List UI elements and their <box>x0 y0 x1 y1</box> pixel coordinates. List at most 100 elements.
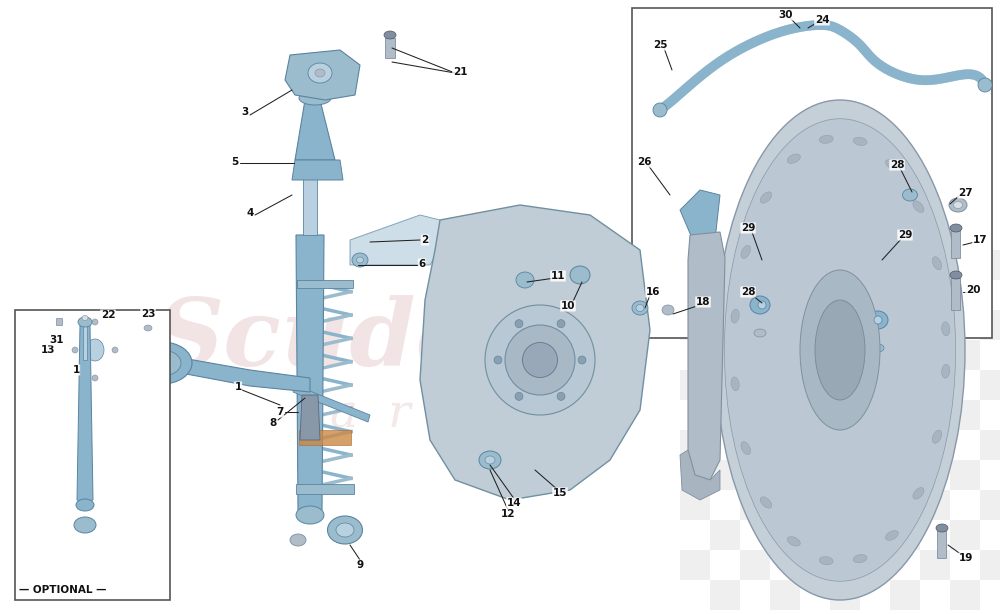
Ellipse shape <box>352 253 368 267</box>
Polygon shape <box>56 318 62 325</box>
Bar <box>770 460 800 490</box>
Bar <box>680 250 710 280</box>
Bar <box>710 580 740 610</box>
Bar <box>950 580 980 610</box>
Text: 13: 13 <box>41 345 55 355</box>
Text: 26: 26 <box>637 157 651 167</box>
Bar <box>950 460 980 490</box>
Bar <box>890 280 920 310</box>
Bar <box>980 430 1000 460</box>
Text: 2: 2 <box>421 235 429 245</box>
Bar <box>680 430 710 460</box>
Bar <box>950 520 980 550</box>
Ellipse shape <box>68 314 122 386</box>
Polygon shape <box>296 484 354 494</box>
Ellipse shape <box>112 347 118 353</box>
Ellipse shape <box>750 296 770 314</box>
Ellipse shape <box>356 257 364 263</box>
Bar <box>980 250 1000 280</box>
Bar <box>920 250 950 280</box>
Bar <box>860 430 890 460</box>
Ellipse shape <box>494 356 502 364</box>
Text: 19: 19 <box>959 553 973 563</box>
Bar <box>830 520 860 550</box>
Ellipse shape <box>885 530 898 540</box>
Text: 22: 22 <box>101 310 115 320</box>
Ellipse shape <box>815 300 865 400</box>
Bar <box>770 520 800 550</box>
Text: 10: 10 <box>561 301 575 311</box>
Text: 15: 15 <box>553 488 567 498</box>
Polygon shape <box>293 385 370 422</box>
Ellipse shape <box>308 63 332 83</box>
Text: a  r: a r <box>330 392 410 438</box>
Bar <box>980 490 1000 520</box>
Text: 30: 30 <box>779 10 793 20</box>
Ellipse shape <box>515 392 523 400</box>
Ellipse shape <box>485 456 495 464</box>
Bar <box>890 580 920 610</box>
Ellipse shape <box>872 344 884 352</box>
Polygon shape <box>303 160 317 235</box>
Ellipse shape <box>819 557 833 565</box>
Ellipse shape <box>949 198 967 212</box>
Ellipse shape <box>758 301 766 309</box>
Bar <box>740 370 770 400</box>
Polygon shape <box>951 230 960 258</box>
Ellipse shape <box>479 451 501 469</box>
Text: 28: 28 <box>741 287 755 297</box>
Text: 5: 5 <box>231 157 239 167</box>
Bar <box>860 490 890 520</box>
Bar <box>920 550 950 580</box>
Polygon shape <box>951 278 960 310</box>
Polygon shape <box>295 100 335 160</box>
Ellipse shape <box>653 103 667 117</box>
Ellipse shape <box>760 192 772 203</box>
Polygon shape <box>297 280 353 288</box>
Bar <box>680 490 710 520</box>
Ellipse shape <box>731 377 739 391</box>
Ellipse shape <box>86 339 104 361</box>
Bar <box>680 370 710 400</box>
Polygon shape <box>868 228 885 312</box>
Bar <box>920 310 950 340</box>
Bar <box>740 250 770 280</box>
Ellipse shape <box>290 534 306 546</box>
Ellipse shape <box>754 329 766 337</box>
Bar <box>632 8 992 338</box>
Bar <box>860 550 890 580</box>
Ellipse shape <box>143 350 181 376</box>
Ellipse shape <box>868 311 888 329</box>
Text: 24: 24 <box>815 15 829 25</box>
Ellipse shape <box>902 189 918 201</box>
Polygon shape <box>77 325 93 502</box>
Text: 25: 25 <box>653 40 667 50</box>
Ellipse shape <box>731 309 739 323</box>
Polygon shape <box>688 232 725 480</box>
Bar <box>830 400 860 430</box>
Bar <box>800 370 830 400</box>
Ellipse shape <box>913 201 924 212</box>
Text: 29: 29 <box>741 223 755 233</box>
Text: 8: 8 <box>269 418 277 428</box>
Ellipse shape <box>505 325 575 395</box>
Ellipse shape <box>92 375 98 381</box>
Ellipse shape <box>557 392 565 400</box>
Ellipse shape <box>336 523 354 537</box>
Bar <box>800 310 830 340</box>
Ellipse shape <box>92 319 98 325</box>
Text: 31: 31 <box>50 335 64 345</box>
Ellipse shape <box>144 325 152 331</box>
Bar <box>860 250 890 280</box>
Ellipse shape <box>636 305 644 311</box>
Text: 17: 17 <box>973 235 987 245</box>
Text: — OPTIONAL —: — OPTIONAL — <box>19 585 106 595</box>
Text: 20: 20 <box>966 285 980 295</box>
Polygon shape <box>680 450 720 500</box>
Text: 1: 1 <box>234 382 242 392</box>
Bar <box>920 370 950 400</box>
Ellipse shape <box>942 322 950 336</box>
Bar <box>950 400 980 430</box>
Ellipse shape <box>72 347 78 353</box>
Bar <box>980 550 1000 580</box>
